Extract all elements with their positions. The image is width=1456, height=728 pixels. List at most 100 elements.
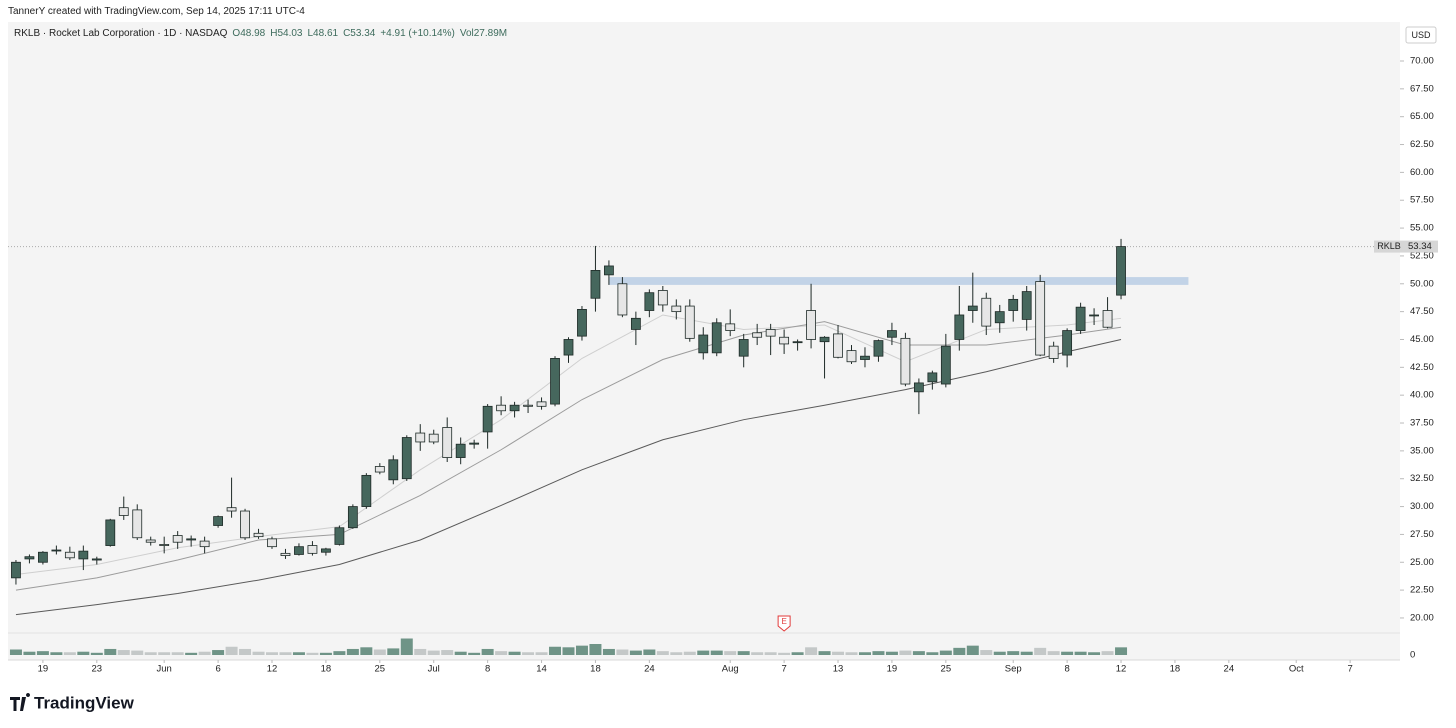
candle-body	[455, 443, 466, 458]
y-tick-label: 55.00	[1410, 223, 1434, 234]
candle-body	[1075, 306, 1086, 331]
candle-body	[725, 323, 736, 331]
ohlc-value: L48.61	[307, 28, 339, 39]
candle-body	[577, 308, 587, 337]
y-tick-label: 67.50	[1410, 83, 1434, 94]
candle-body	[887, 330, 897, 338]
candle-body	[442, 427, 453, 458]
y-tick-label: 47.50	[1410, 306, 1434, 317]
candle-body	[644, 292, 655, 311]
x-tick-label: Oct	[1289, 664, 1304, 675]
x-tick-label: 19	[38, 664, 49, 675]
ohlc-value: O48.98	[232, 28, 266, 39]
candle-body	[145, 539, 156, 543]
author-line: TannerY created with TradingView.com, Se…	[8, 6, 310, 17]
candle-body	[38, 551, 48, 563]
x-tick-label: 25	[941, 664, 952, 675]
candle-body	[860, 355, 870, 360]
legend-line: RKLB · Rocket Lab Corporation · 1D · NAS…	[14, 28, 517, 39]
candle-body	[213, 516, 224, 526]
candle-body	[671, 305, 682, 313]
candle-body	[1089, 314, 1099, 317]
candle-body	[711, 322, 722, 354]
candle-body	[415, 432, 426, 443]
brand: TradingView	[34, 693, 135, 712]
candle-body	[779, 336, 790, 345]
volume-tick-label: 0	[1410, 650, 1415, 661]
candle-body	[428, 433, 439, 443]
candle-body	[806, 310, 816, 340]
x-tick-label: 12	[1116, 664, 1127, 675]
candle-body	[550, 358, 560, 405]
candle-body	[159, 544, 170, 546]
x-tick-label: 18	[590, 664, 601, 675]
candle-body	[11, 561, 21, 579]
candle-body	[981, 297, 992, 327]
candle-body	[172, 535, 183, 543]
ohlc-value: H54.03	[270, 28, 303, 39]
currency: USD	[1411, 30, 1431, 40]
candle-body	[657, 290, 668, 306]
candle-body	[118, 507, 129, 516]
candle-body	[590, 270, 601, 299]
candle-body	[913, 382, 924, 393]
candle-body	[1048, 345, 1059, 359]
candle-body	[294, 546, 304, 555]
candle-body	[24, 556, 35, 560]
candle-body	[617, 283, 628, 316]
candle-body	[536, 401, 547, 407]
candle-body	[954, 314, 965, 340]
candle-body	[873, 340, 884, 357]
candle-body	[91, 558, 102, 561]
y-tick-label: 20.00	[1410, 612, 1434, 623]
candle-body	[64, 551, 75, 559]
candle-body	[509, 404, 520, 412]
candle-body	[280, 552, 291, 556]
candle-body	[792, 341, 803, 344]
x-tick-label: Jul	[428, 664, 440, 675]
candle-body	[78, 550, 89, 560]
y-tick-label: 35.00	[1410, 445, 1434, 456]
candle-body	[900, 337, 911, 385]
candle-body	[752, 332, 763, 338]
candle-body	[253, 532, 264, 538]
candle-body	[604, 265, 614, 276]
candle-body	[482, 405, 493, 433]
candle-body	[105, 519, 116, 546]
candle-body	[388, 459, 399, 481]
ohlc-value: C53.34	[343, 28, 376, 39]
y-tick-label: 32.50	[1410, 473, 1434, 484]
candle-body	[1062, 330, 1073, 356]
y-tick-label: 62.50	[1410, 139, 1434, 150]
candle-body	[846, 350, 857, 363]
ohlc-value: +4.91 (+10.14%)	[380, 28, 455, 39]
candle-body	[401, 437, 412, 480]
x-tick-label: 7	[1347, 664, 1352, 675]
candle-body	[819, 336, 830, 343]
x-tick-label: 25	[375, 664, 386, 675]
currency-box[interactable]	[1405, 26, 1437, 44]
price-tag	[1374, 240, 1404, 253]
ohlc: O48.98 H54.03 L48.61 C53.34 +4.91 (+10.14%) V…	[232, 28, 512, 39]
candle-body	[927, 372, 938, 383]
candle-body	[307, 545, 318, 554]
candle-body	[347, 506, 358, 529]
x-tick-label: 14	[536, 664, 547, 675]
candle-body	[374, 466, 385, 473]
candle-body	[186, 538, 197, 541]
x-tick-label: 24	[644, 664, 655, 675]
y-tick-label: 42.50	[1410, 362, 1434, 373]
candle-body	[199, 540, 210, 548]
x-tick-label: 23	[92, 664, 103, 675]
y-tick-label: 57.50	[1410, 195, 1434, 206]
y-tick-label: 25.00	[1410, 557, 1434, 568]
candle-body	[132, 509, 143, 539]
x-tick-label: Aug	[722, 664, 739, 675]
candle-body	[684, 305, 695, 339]
x-tick-label: 18	[321, 664, 332, 675]
x-tick-label: 18	[1170, 664, 1181, 675]
y-tick-label: 37.50	[1410, 418, 1434, 429]
y-tick-label: 30.00	[1410, 501, 1434, 512]
candle-body	[967, 305, 978, 311]
